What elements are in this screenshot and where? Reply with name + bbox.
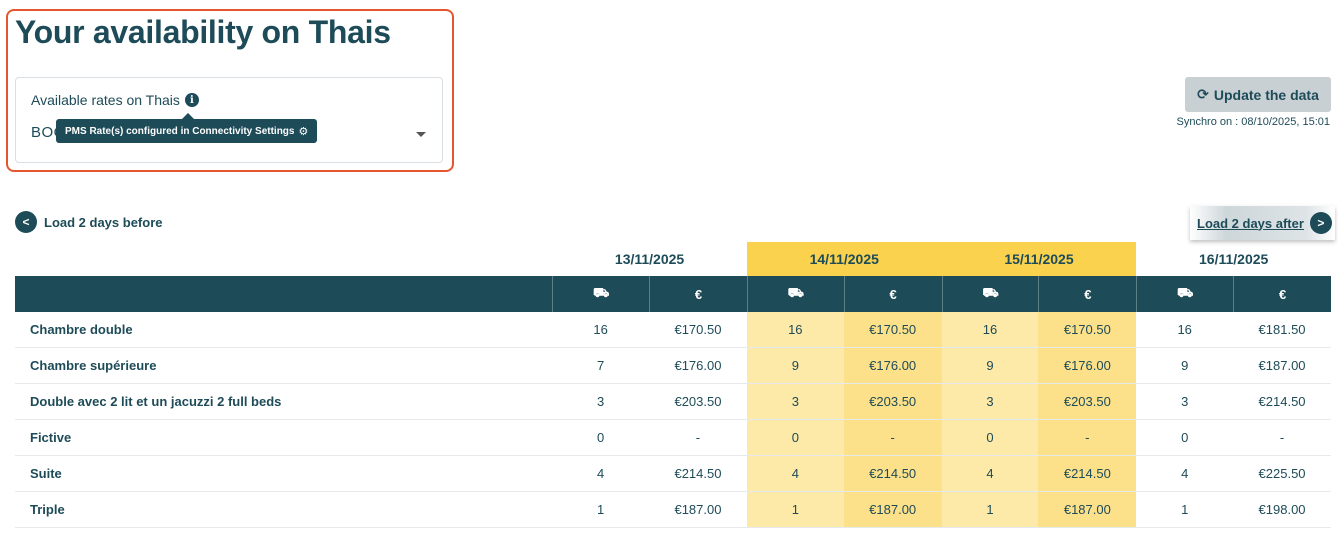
date-header: 15/11/2025 — [941, 242, 1137, 276]
table-row: Chambre double 16 €170.50 16 €170.50 16 €170.5… — [15, 312, 1331, 348]
rates-label-text: Available rates on Thais — [31, 92, 180, 108]
rates-tooltip: PMS Rate(s) configured in Connectivity S… — [56, 113, 318, 143]
highlight-frame — [6, 9, 454, 172]
refresh-icon: ⟳ — [1197, 86, 1209, 102]
rooms-available-cell: 9 — [746, 348, 844, 383]
price-cell: - — [1038, 420, 1137, 455]
load-before-link[interactable]: < Load 2 days before — [15, 211, 162, 233]
price-cell: €176.00 — [674, 358, 722, 373]
rates-select-card[interactable]: Available rates on Thais i BOO PMS Rate(… — [15, 77, 443, 163]
rooms-available-cell: 3 — [746, 384, 844, 419]
price-header: € — [1233, 276, 1331, 312]
price-cell: €203.50 — [1038, 384, 1137, 419]
price-cell: €176.00 — [1038, 348, 1137, 383]
rooms-available-cell: 4 — [1181, 466, 1189, 481]
table-row: Triple 1 €187.00 1 €187.00 1 €187.00 1 €198.00 — [15, 492, 1331, 528]
rooms-available-cell: 9 — [941, 348, 1039, 383]
rooms-available-cell: 0 — [941, 420, 1039, 455]
bed-icon: ⛟ — [552, 276, 649, 312]
rates-label: Available rates on Thais i — [31, 92, 199, 108]
price-cell: €198.00 — [1258, 502, 1306, 517]
table-row: Fictive 0-0-0-0- — [15, 420, 1331, 456]
table-row: Chambre supérieure 7 €176.00 9 €176.00 9 €176.… — [15, 348, 1331, 384]
price-header: € — [1038, 276, 1136, 312]
page-title: Your availability on Thais — [15, 14, 391, 50]
bed-icon: ⛟ — [746, 276, 844, 312]
column-header-row: ⛟ € ⛟ € ⛟ € ⛟ € — [15, 276, 1331, 312]
bed-icon: ⛟ — [1136, 276, 1233, 312]
price-cell: €187.00 — [843, 492, 942, 527]
info-icon[interactable]: i — [184, 93, 199, 107]
date-header-row: 13/11/2025 14/11/2025 15/11/2025 16/11/2… — [15, 242, 1331, 276]
price-cell: €225.50 — [1258, 466, 1306, 481]
tooltip-text: PMS Rate(s) configured in Connectivity S… — [65, 125, 295, 137]
rooms-available-cell: 16 — [746, 312, 844, 347]
chevron-right-icon: > — [1309, 212, 1332, 234]
rooms-available-cell: 16 — [1177, 322, 1192, 337]
price-cell: - — [843, 420, 942, 455]
rooms-available-cell: 4 — [746, 456, 844, 491]
price-cell: €170.50 — [1038, 312, 1137, 347]
price-cell: €203.50 — [674, 394, 722, 409]
rooms-available-cell: 1 — [941, 492, 1039, 527]
date-header: 16/11/2025 — [1199, 251, 1269, 267]
price-cell: €170.50 — [674, 322, 722, 337]
load-after-label: Load 2 days after — [1197, 215, 1304, 231]
table-row: Suite 4 €214.50 4 €214.50 4 €214.50 4 €225.50 — [15, 456, 1331, 492]
price-cell: €170.50 — [843, 312, 942, 347]
rooms-available-cell: 1 — [1181, 502, 1189, 517]
date-header-spacer — [15, 242, 552, 276]
gears-icon: ⚙ — [298, 125, 309, 138]
price-cell: - — [695, 430, 701, 445]
date-header: 13/11/2025 — [614, 251, 685, 267]
price-header: € — [649, 276, 747, 312]
price-cell: €203.50 — [843, 384, 942, 419]
room-name: Triple — [30, 502, 65, 517]
price-cell: €181.50 — [1258, 322, 1306, 337]
price-cell: €187.00 — [1038, 492, 1137, 527]
price-cell: €214.50 — [843, 456, 942, 491]
load-before-label: Load 2 days before — [44, 214, 163, 230]
price-cell: €214.50 — [674, 466, 722, 481]
update-data-button[interactable]: ⟳ Update the data — [1185, 77, 1331, 112]
synchro-timestamp: Synchro on : 08/10/2025, 15:01 — [1176, 116, 1330, 128]
rooms-available-cell: 0 — [1181, 430, 1189, 445]
rooms-available-cell: 1 — [597, 502, 605, 517]
price-cell: €214.50 — [1038, 456, 1137, 491]
rooms-available-cell: 16 — [941, 312, 1039, 347]
rooms-available-cell: 1 — [746, 492, 844, 527]
room-name: Suite — [30, 466, 62, 481]
room-name: Fictive — [30, 430, 72, 445]
update-data-label: Update the data — [1213, 86, 1319, 103]
price-cell: - — [1279, 430, 1285, 445]
rooms-available-cell: 3 — [597, 394, 605, 409]
price-cell: €176.00 — [843, 348, 942, 383]
chevron-down-icon[interactable] — [416, 132, 426, 137]
room-name-header — [15, 276, 552, 312]
price-header: € — [843, 276, 942, 312]
rooms-available-cell: 0 — [597, 430, 605, 445]
rooms-available-cell: 16 — [593, 322, 608, 337]
table-body: Chambre double 16 €170.50 16 €170.50 16 €170.5… — [15, 312, 1331, 528]
rooms-available-cell: 4 — [941, 456, 1039, 491]
price-cell: €187.00 — [674, 502, 722, 517]
load-after-link[interactable]: Load 2 days after > — [1190, 206, 1335, 240]
price-cell: €214.50 — [1258, 394, 1306, 409]
rooms-available-cell: 3 — [1181, 394, 1189, 409]
date-header: 14/11/2025 — [746, 242, 942, 276]
rooms-available-cell: 0 — [746, 420, 844, 455]
rooms-available-cell: 9 — [1181, 358, 1189, 373]
rooms-available-cell: 7 — [597, 358, 605, 373]
rooms-available-cell: 4 — [597, 466, 605, 481]
room-name: Double avec 2 lit et un jacuzzi 2 full b… — [30, 394, 282, 409]
price-cell: €187.00 — [1258, 358, 1306, 373]
rooms-available-cell: 3 — [941, 384, 1039, 419]
table-row: Double avec 2 lit et un jacuzzi 2 full b… — [15, 384, 1331, 420]
availability-table: 13/11/2025 14/11/2025 15/11/2025 16/11/2… — [15, 242, 1331, 528]
room-name: Chambre double — [30, 322, 133, 337]
chevron-left-icon: < — [15, 211, 37, 233]
bed-icon: ⛟ — [941, 276, 1039, 312]
room-name: Chambre supérieure — [30, 358, 157, 373]
